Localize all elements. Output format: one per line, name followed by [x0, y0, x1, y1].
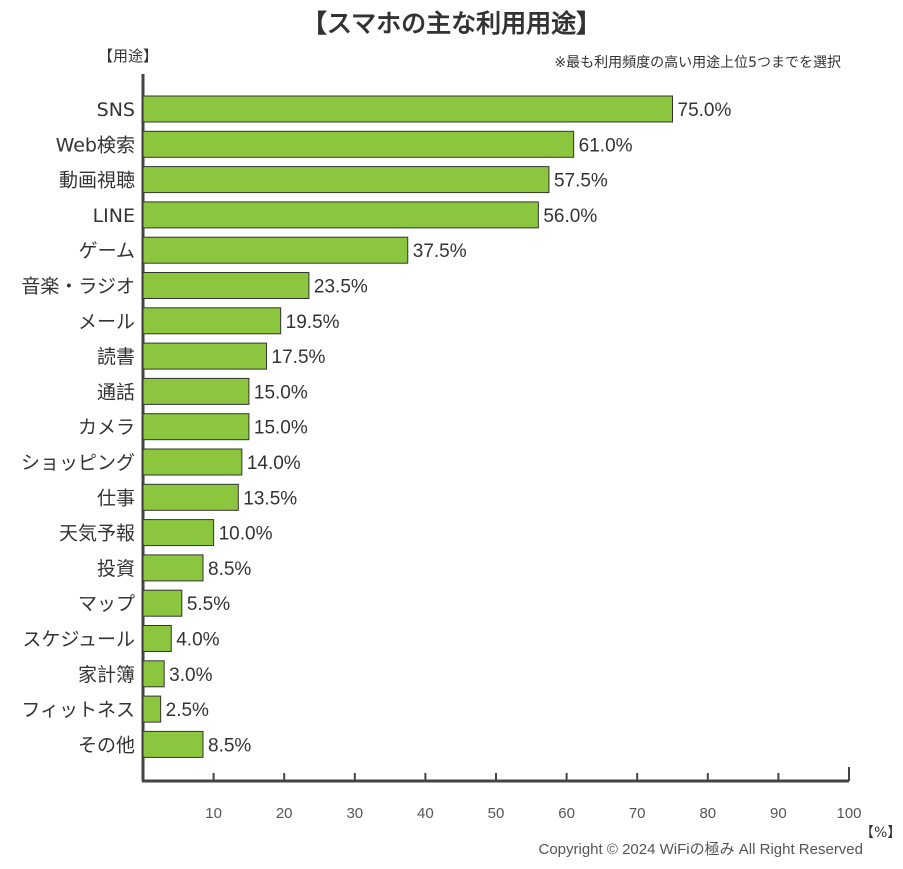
data-label: 56.0%: [543, 206, 597, 227]
bar: [142, 307, 282, 335]
category-label: ゲーム: [79, 240, 135, 262]
category-label: ショッピング: [21, 452, 135, 474]
category-label: マップ: [78, 593, 135, 615]
data-label: 13.5%: [243, 488, 297, 509]
bar: [142, 413, 250, 441]
copyright-text: Copyright © 2024 WiFiの極み All Right Reser…: [538, 841, 864, 858]
bar: [142, 695, 162, 723]
data-label: 57.5%: [554, 171, 608, 192]
category-label: フィットネス: [21, 699, 135, 721]
data-label: 8.5%: [208, 559, 251, 580]
data-label: 37.5%: [413, 241, 467, 262]
category-label: メール: [78, 311, 135, 333]
x-tick-label: 20: [276, 805, 293, 822]
x-tick-label: 100: [836, 805, 861, 822]
bar: [142, 660, 165, 688]
category-label: 動画視聴: [59, 170, 135, 192]
bar: [142, 730, 204, 758]
category-label: 音楽・ラジオ: [21, 276, 135, 298]
data-label: 23.5%: [314, 277, 368, 298]
bar: [142, 95, 673, 123]
data-label: 15.0%: [254, 418, 308, 439]
category-label: 読書: [97, 346, 135, 368]
data-label: 4.0%: [176, 630, 219, 651]
data-label: 5.5%: [187, 594, 230, 615]
bar: [142, 272, 310, 299]
bar: [142, 625, 172, 652]
data-label: 15.0%: [254, 382, 308, 403]
category-label: 投資: [97, 558, 135, 580]
y-axis-unit-label: 【用途】: [98, 47, 159, 65]
category-label: Web検索: [56, 134, 135, 156]
bar: [142, 448, 243, 476]
data-label: 19.5%: [286, 312, 340, 333]
data-label: 75.0%: [678, 100, 732, 121]
bar: [142, 519, 215, 547]
data-label: 10.0%: [219, 524, 273, 545]
x-tick-label: 10: [205, 805, 222, 822]
x-tick-label: 70: [629, 805, 646, 822]
category-label: SNS: [97, 99, 135, 121]
x-tick-label: 90: [770, 805, 787, 822]
x-tick-label: 60: [558, 805, 575, 822]
bar: [142, 236, 409, 264]
chart-note: ※最も利用頻度の高い用途上位5つまでを選択: [554, 55, 841, 71]
x-tick-label: 30: [346, 805, 363, 822]
bar: [142, 130, 575, 158]
bar: [142, 589, 183, 617]
bar: [142, 342, 268, 370]
x-tick-label: 50: [488, 805, 505, 822]
category-label: スケジュール: [22, 629, 135, 651]
category-label: カメラ: [78, 417, 135, 439]
bar: [142, 483, 239, 511]
data-label: 61.0%: [579, 135, 633, 156]
chart-title: 【スマホの主な利用用途】: [301, 9, 602, 38]
x-tick-label: 40: [417, 805, 434, 822]
x-axis-unit-label: 【%】: [860, 825, 902, 841]
category-label: 仕事: [97, 487, 135, 509]
category-label: LINE: [93, 205, 135, 227]
bar: [142, 554, 204, 582]
data-label: 17.5%: [272, 347, 326, 368]
x-tick-label: 80: [699, 805, 716, 822]
category-label: 家計簿: [78, 664, 135, 686]
data-label: 2.5%: [166, 700, 209, 721]
data-label: 14.0%: [247, 453, 301, 474]
data-label: 3.0%: [169, 665, 212, 686]
data-label: 8.5%: [208, 735, 251, 756]
bar: [142, 377, 250, 405]
bar: [142, 201, 539, 229]
bar: [142, 166, 550, 194]
category-label: その他: [78, 734, 135, 756]
category-label: 通話: [97, 381, 135, 403]
category-label: 天気予報: [59, 523, 135, 545]
